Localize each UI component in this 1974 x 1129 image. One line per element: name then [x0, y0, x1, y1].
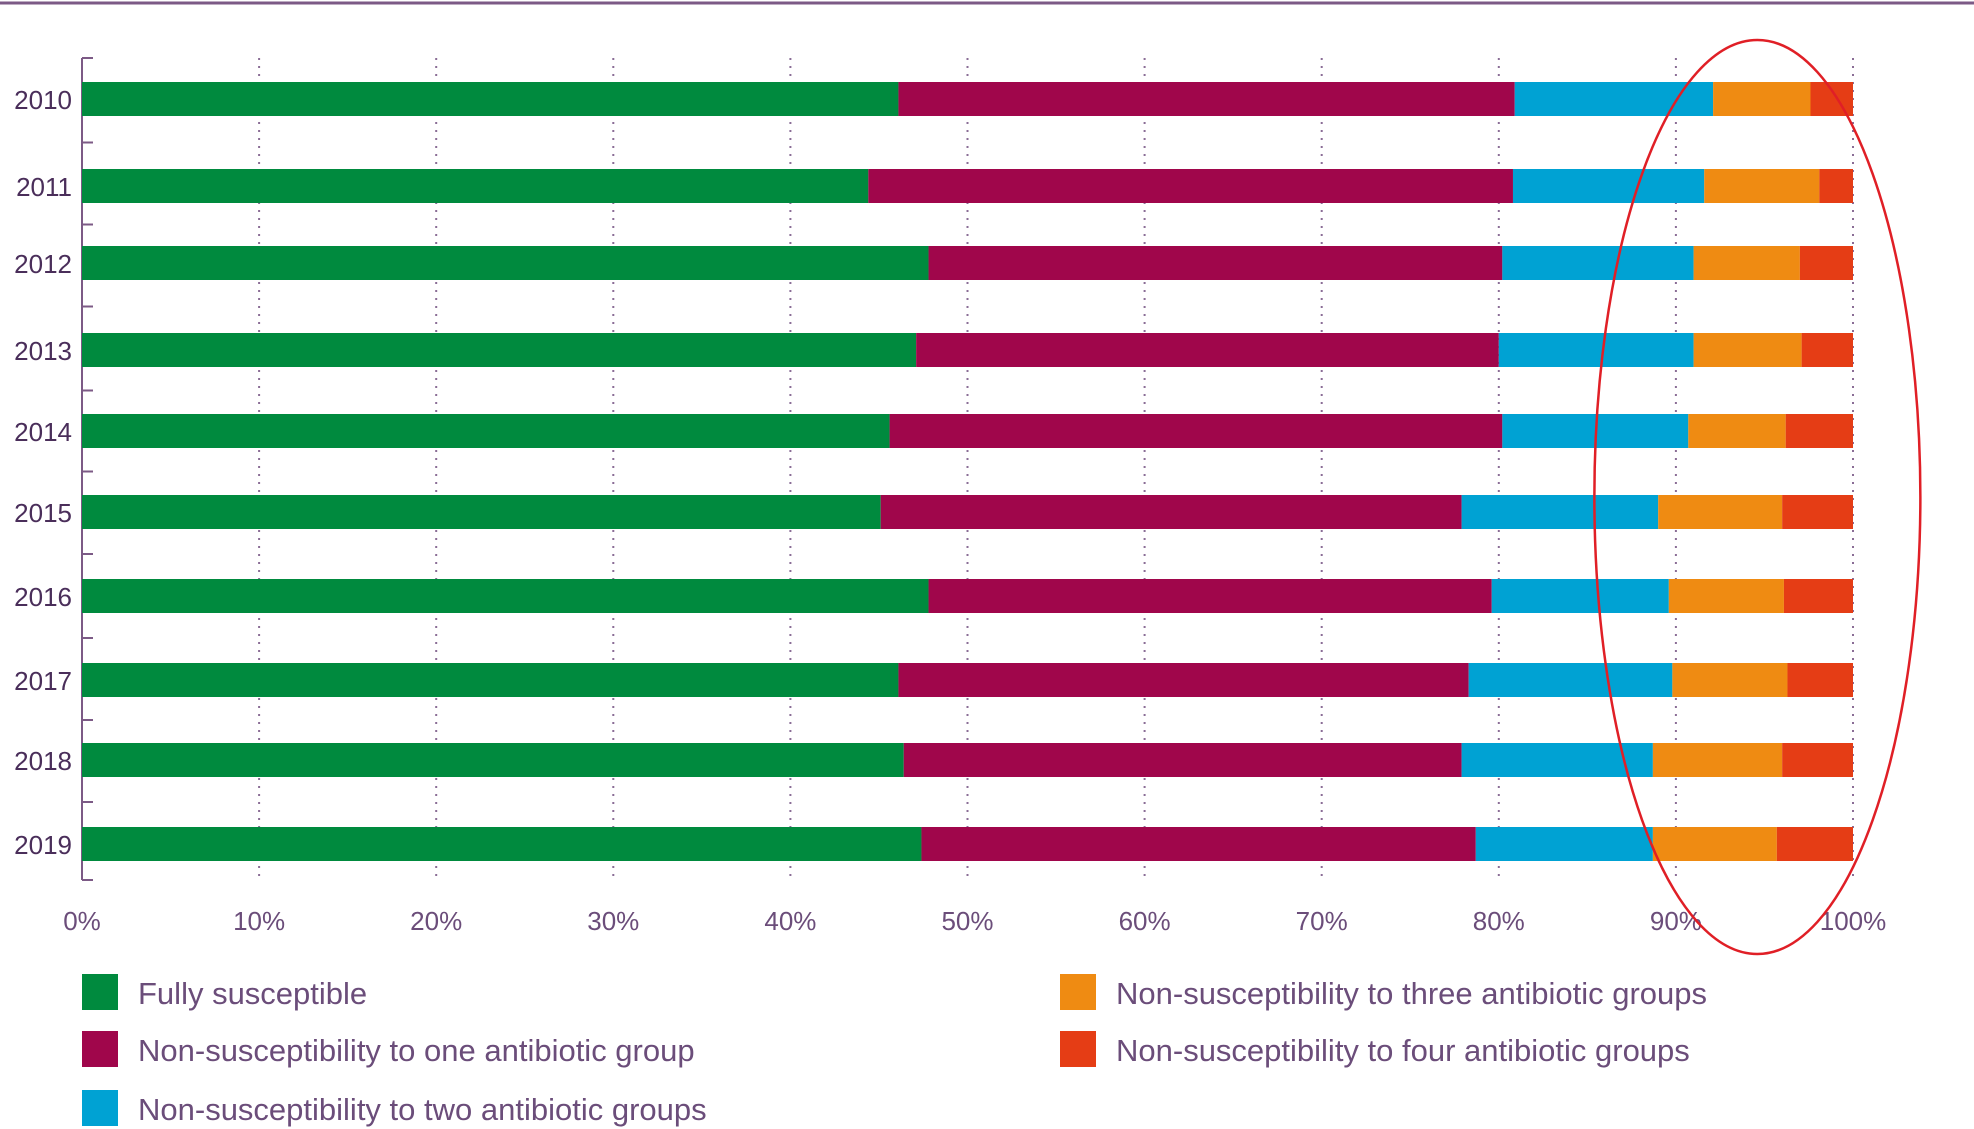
x-tick-label: 50%	[941, 906, 993, 936]
bar-segment	[1801, 333, 1853, 367]
x-tick-label: 40%	[764, 906, 816, 936]
axis-layer: 0% 10% 20% 30% 40% 50% 60% 70% 80% 90% 100% 2010 201…	[14, 57, 1887, 936]
legend-layer: Fully susceptible Non-susceptibility to o…	[82, 974, 1707, 1127]
legend-swatch	[82, 1090, 118, 1126]
x-tick-label: 60%	[1119, 906, 1171, 936]
legend-label: Non-susceptibility to three antibiotic g…	[1116, 976, 1707, 1011]
bar-segment	[1704, 169, 1820, 203]
y-category-label: 2019	[14, 830, 72, 860]
highlight-ellipse	[1593, 38, 1922, 956]
bar-segment	[1672, 663, 1788, 697]
bar-segment	[1491, 579, 1669, 613]
bar-segment	[1810, 82, 1853, 116]
x-tick-label: 90%	[1650, 906, 1702, 936]
bar-segment	[928, 246, 1503, 280]
bar-segment	[1514, 82, 1714, 116]
y-category-label: 2012	[14, 249, 72, 279]
bars-layer	[82, 82, 1853, 861]
bar-segment	[1652, 743, 1783, 777]
x-tick-label: 80%	[1473, 906, 1525, 936]
bar-segment	[889, 414, 1503, 448]
legend-swatch	[1060, 974, 1096, 1010]
legend-swatch	[82, 1031, 118, 1067]
y-category-label: 2017	[14, 666, 72, 696]
bar-segment	[880, 495, 1462, 529]
bar-segment	[921, 827, 1476, 861]
bar-segment	[1783, 579, 1853, 613]
bar-segment	[82, 169, 869, 203]
bar-segment	[82, 246, 929, 280]
y-category-label: 2013	[14, 336, 72, 366]
bar-segment	[1658, 495, 1783, 529]
bar-segment	[903, 743, 1462, 777]
bar-segment	[868, 169, 1513, 203]
legend-label: Non-susceptibility to four antibiotic gr…	[1116, 1033, 1690, 1068]
bar-segment	[1799, 246, 1853, 280]
bar-segment	[1475, 827, 1653, 861]
bar-segment	[1782, 743, 1853, 777]
bar-segment	[1782, 495, 1853, 529]
legend-label: Non-susceptibility to two antibiotic gro…	[138, 1092, 707, 1127]
bar-segment	[1713, 82, 1811, 116]
bar-segment	[1652, 827, 1777, 861]
y-category-label: 2010	[14, 85, 72, 115]
y-category-label: 2014	[14, 417, 72, 447]
annotation-layer	[1593, 38, 1922, 956]
legend-swatch	[1060, 1031, 1096, 1067]
legend-label: Non-susceptibility to one antibiotic gro…	[138, 1033, 695, 1068]
x-tick-label: 70%	[1296, 906, 1348, 936]
legend-label: Fully susceptible	[138, 976, 367, 1011]
x-tick-label: 10%	[233, 906, 285, 936]
y-category-label: 2018	[14, 746, 72, 776]
bar-segment	[1502, 246, 1694, 280]
bar-segment	[1693, 333, 1802, 367]
bar-segment	[898, 82, 1515, 116]
y-category-label: 2015	[14, 498, 72, 528]
bar-segment	[916, 333, 1499, 367]
x-tick-label: 20%	[410, 906, 462, 936]
bar-segment	[1468, 663, 1673, 697]
bar-segment	[82, 663, 899, 697]
bar-segment	[82, 495, 881, 529]
bar-segment	[82, 579, 929, 613]
bar-segment	[82, 414, 890, 448]
x-tick-label: 0%	[63, 906, 101, 936]
bar-segment	[1688, 414, 1786, 448]
bar-segment	[1819, 169, 1853, 203]
bar-segment	[82, 827, 922, 861]
bar-segment	[928, 579, 1492, 613]
bar-segment	[898, 663, 1469, 697]
bar-segment	[82, 743, 904, 777]
x-tick-label: 30%	[587, 906, 639, 936]
x-tick-label: 100%	[1820, 906, 1887, 936]
y-category-label: 2016	[14, 582, 72, 612]
bar-segment	[1785, 414, 1853, 448]
bar-segment	[82, 333, 917, 367]
bar-segment	[1787, 663, 1853, 697]
bar-segment	[1668, 579, 1784, 613]
bar-segment	[82, 82, 899, 116]
bar-segment	[1498, 333, 1694, 367]
bar-segment	[1512, 169, 1705, 203]
bar-segment	[1693, 246, 1800, 280]
y-category-label: 2011	[16, 172, 72, 202]
legend-swatch	[82, 974, 118, 1010]
bar-segment	[1461, 495, 1659, 529]
bar-segment	[1776, 827, 1853, 861]
